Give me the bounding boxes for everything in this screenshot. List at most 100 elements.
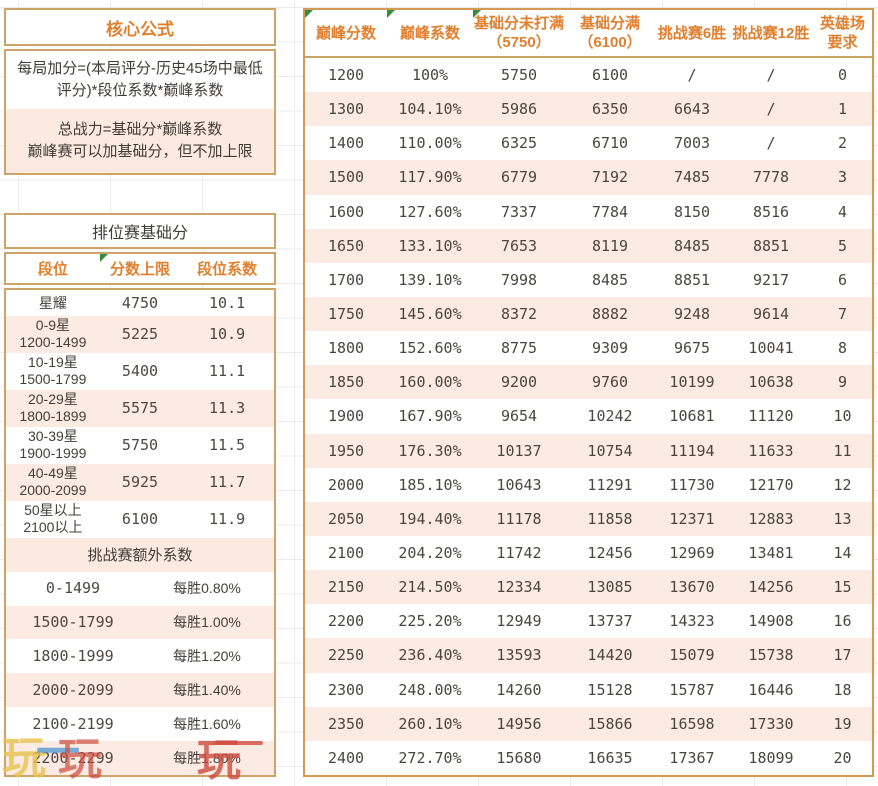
score-cell[interactable]: 3	[837, 168, 848, 187]
score-cell[interactable]: /	[766, 134, 776, 153]
rank-name-cell[interactable]: 30-39星 1900-1999	[6, 428, 100, 462]
score-header-cell[interactable]: 基础分满（6100）	[565, 10, 655, 56]
score-cell[interactable]: 8775	[500, 339, 538, 358]
score-cell[interactable]: 12371	[669, 509, 715, 528]
score-cell[interactable]: 16635	[587, 748, 633, 767]
score-cell[interactable]: 1950	[327, 441, 365, 460]
score-cell[interactable]: 7653	[500, 236, 538, 255]
score-cell[interactable]: 14956	[496, 714, 542, 733]
score-cell[interactable]: 12456	[587, 544, 633, 563]
score-cell[interactable]: 15787	[669, 680, 715, 699]
rank-name-cell[interactable]: 20-29星 1800-1899	[6, 391, 100, 425]
score-cell[interactable]: 260.10%	[398, 714, 462, 733]
score-cell[interactable]: 12170	[748, 475, 794, 494]
score-cell[interactable]: 13593	[496, 646, 542, 665]
score-cell[interactable]: 10643	[496, 475, 542, 494]
score-cell[interactable]: 5750	[500, 66, 538, 85]
score-cell[interactable]: 11120	[748, 407, 794, 426]
score-cell[interactable]: 1200	[327, 66, 365, 85]
score-cell[interactable]: 19	[833, 714, 852, 733]
challenge-range-cell[interactable]: 1800-1999	[6, 647, 140, 665]
rank-name-cell[interactable]: 0-9星 1200-1499	[6, 317, 100, 351]
score-cell[interactable]: 15738	[748, 646, 794, 665]
score-cap-cell[interactable]: 5225	[100, 325, 180, 343]
score-cell[interactable]: 2200	[327, 612, 365, 631]
score-cell[interactable]: 14256	[748, 578, 794, 597]
coefficient-cell[interactable]: 11.7	[180, 473, 274, 491]
score-cell[interactable]: 10	[833, 407, 852, 426]
challenge-range-cell[interactable]: 2000-2099	[6, 681, 140, 699]
rank-name-cell[interactable]: 10-19星 1500-1799	[6, 354, 100, 388]
score-cap-cell[interactable]: 4750	[100, 294, 180, 312]
score-cell[interactable]: 20	[833, 748, 852, 767]
score-cell[interactable]: 214.50%	[398, 578, 462, 597]
score-cell[interactable]: 10137	[496, 441, 542, 460]
score-cell[interactable]: 9654	[500, 407, 538, 426]
score-cell[interactable]: 272.70%	[398, 748, 462, 767]
score-cell[interactable]: 1850	[327, 373, 365, 392]
challenge-bonus-cell[interactable]: 每胜0.80%	[140, 580, 274, 597]
challenge-range-cell[interactable]: 0-1499	[6, 580, 140, 597]
score-cell[interactable]: 145.60%	[398, 305, 462, 324]
score-cell[interactable]: 11178	[496, 509, 542, 528]
score-cell[interactable]: 14323	[669, 612, 715, 631]
per-game-formula-cell[interactable]: 每局加分=(本局评分-历史45场中最低 评分)*段位系数*巅峰系数	[6, 51, 274, 109]
score-cell[interactable]: 1900	[327, 407, 365, 426]
coefficient-cell[interactable]: 11.5	[180, 436, 274, 454]
score-cell[interactable]: 10041	[748, 339, 794, 358]
challenge-bonus-cell[interactable]: 每胜1.40%	[140, 682, 274, 699]
score-cell[interactable]: 100%	[411, 66, 449, 85]
score-cell[interactable]: 7485	[673, 168, 711, 187]
score-cell[interactable]: 6710	[591, 134, 629, 153]
rank-header-duanwei[interactable]: 段位	[6, 254, 100, 283]
score-cell[interactable]: 2	[837, 134, 848, 153]
coefficient-cell[interactable]: 11.9	[180, 510, 274, 528]
score-cell[interactable]: 185.10%	[398, 475, 462, 494]
score-cell[interactable]: 16	[833, 612, 852, 631]
rank-header-score-cap[interactable]: 分数上限	[99, 254, 180, 283]
score-cell[interactable]: 152.60%	[398, 339, 462, 358]
score-cell[interactable]: 9614	[752, 305, 790, 324]
score-cell[interactable]: 8516	[752, 202, 790, 221]
score-cell[interactable]: 9760	[591, 373, 629, 392]
score-cell[interactable]: 15866	[587, 714, 633, 733]
score-cell[interactable]: /	[766, 66, 776, 85]
score-cell[interactable]: 139.10%	[398, 270, 462, 289]
score-cell[interactable]: 6100	[591, 66, 629, 85]
score-cell[interactable]: 204.20%	[398, 544, 462, 563]
score-cap-cell[interactable]: 5400	[100, 362, 180, 380]
score-cell[interactable]: 16446	[748, 680, 794, 699]
score-cell[interactable]: 12334	[496, 578, 542, 597]
challenge-bonus-cell[interactable]: 每胜1.60%	[140, 716, 274, 733]
score-cell[interactable]: 14	[833, 544, 852, 563]
score-cell[interactable]: 160.00%	[398, 373, 462, 392]
score-cell[interactable]: 1500	[327, 168, 365, 187]
score-cap-cell[interactable]: 5750	[100, 436, 180, 454]
score-cell[interactable]: 0	[837, 66, 848, 85]
score-cell[interactable]: 7778	[752, 168, 790, 187]
score-header-cell[interactable]: 基础分未打满（5750）	[473, 10, 565, 56]
score-cell[interactable]: 15128	[587, 680, 633, 699]
score-cell[interactable]: 133.10%	[398, 236, 462, 255]
score-cell[interactable]: 10681	[669, 407, 715, 426]
challenge-section-title-cell[interactable]: 挑战赛额外系数	[6, 537, 274, 572]
score-header-cell[interactable]: 巅峰分数	[305, 10, 387, 56]
challenge-bonus-cell[interactable]: 每胜1.20%	[140, 648, 274, 665]
score-cell[interactable]: 13670	[669, 578, 715, 597]
score-cell[interactable]: 7192	[591, 168, 629, 187]
score-cell[interactable]: 1650	[327, 236, 365, 255]
score-cell[interactable]: 9	[837, 373, 848, 392]
challenge-range-cell[interactable]: 2100-2199	[6, 715, 140, 733]
score-cell[interactable]: 176.30%	[398, 441, 462, 460]
score-cell[interactable]: 8882	[591, 305, 629, 324]
score-cell[interactable]: 9248	[673, 305, 711, 324]
score-cell[interactable]: 225.20%	[398, 612, 462, 631]
score-cell[interactable]: 15	[833, 578, 852, 597]
score-cell[interactable]: 10638	[748, 373, 794, 392]
rank-section-title-cell[interactable]: 排位赛基础分	[4, 213, 276, 249]
score-cell[interactable]: 10199	[669, 373, 715, 392]
score-cell[interactable]: 9309	[591, 339, 629, 358]
score-cell[interactable]: 2050	[327, 509, 365, 528]
score-cell[interactable]: 6350	[591, 100, 629, 119]
score-header-cell[interactable]: 英雄场要求	[813, 10, 872, 56]
